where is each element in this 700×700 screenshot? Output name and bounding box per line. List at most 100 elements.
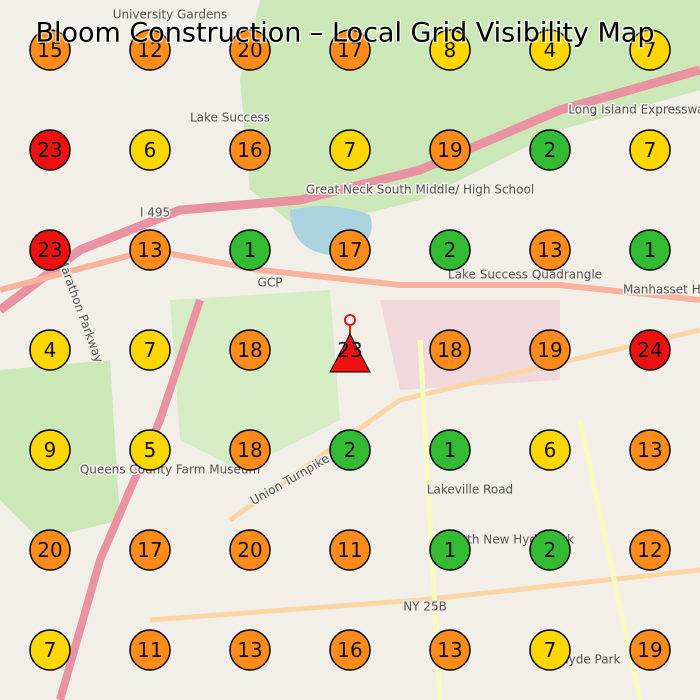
grid-value: 13: [637, 438, 662, 462]
grid-value: 6: [544, 438, 557, 462]
grid-marker: [629, 229, 671, 271]
grid-value: 7: [644, 138, 657, 162]
grid-value: 7: [344, 138, 357, 162]
grid-value: 9: [44, 438, 57, 462]
grid-marker: [29, 329, 71, 371]
grid-marker: [629, 329, 671, 371]
grid-marker: [329, 229, 371, 271]
grid-marker: [229, 129, 271, 171]
grid-marker: [129, 29, 171, 71]
grid-marker: [29, 229, 71, 271]
map-label: I 495: [140, 206, 170, 220]
map-label: Queens County Farm Museum: [80, 463, 260, 477]
grid-marker: [229, 529, 271, 571]
grid-value: 2: [544, 538, 557, 562]
grid-marker: [29, 529, 71, 571]
grid-value: 7: [644, 38, 657, 62]
map-label: Great Neck South Middle/ High School: [306, 183, 534, 197]
grid-value: 2: [444, 238, 457, 262]
grid-marker: [529, 529, 571, 571]
grid-value: 15: [37, 38, 62, 62]
grid-value: 6: [144, 138, 157, 162]
grid-marker: [129, 329, 171, 371]
road: [149, 567, 700, 623]
grid-marker: [329, 629, 371, 671]
grid-value: 23: [37, 238, 62, 262]
map-label: Manhasset Hills: [623, 283, 700, 297]
grid-value: 17: [337, 238, 362, 262]
grid-marker: [29, 429, 71, 471]
grid-value: 16: [337, 638, 362, 662]
grid-marker: [529, 429, 571, 471]
map-label: Lakeville Road: [427, 483, 513, 497]
grid-value: 20: [237, 538, 262, 562]
grid-marker: [529, 329, 571, 371]
grid-marker: [529, 629, 571, 671]
map-label: Long Island Expressway: [568, 103, 700, 117]
grid-value: 19: [537, 338, 562, 362]
map-label: Lake Success: [190, 111, 270, 125]
grid-value: 17: [137, 538, 162, 562]
grid-marker: [129, 629, 171, 671]
grid-value: 4: [44, 338, 57, 362]
grid-value: 2: [544, 138, 557, 162]
grid-value: 4: [544, 38, 557, 62]
park: [170, 290, 340, 470]
site-value: 23: [337, 338, 362, 362]
grid-marker: [629, 129, 671, 171]
grid-marker: [329, 29, 371, 71]
grid-marker: [29, 629, 71, 671]
grid-value: 12: [137, 38, 162, 62]
map-label: Lake Success Quadrangle: [448, 268, 602, 282]
grid-marker: [629, 529, 671, 571]
grid-value: 7: [544, 638, 557, 662]
grid-marker: [629, 29, 671, 71]
grid-value: 16: [237, 138, 262, 162]
grid-marker: [229, 629, 271, 671]
parkway: [0, 246, 700, 303]
grid-value: 19: [637, 638, 662, 662]
grid-marker: [329, 129, 371, 171]
grid-marker: [29, 129, 71, 171]
grid-marker: [229, 329, 271, 371]
grid-value: 1: [244, 238, 257, 262]
grid-value: 18: [237, 438, 262, 462]
map-label: NY 25B: [403, 600, 447, 614]
grid-marker: [129, 529, 171, 571]
grid-value: 18: [437, 338, 462, 362]
map-label: Hyde Park: [560, 653, 621, 667]
grid-marker: [29, 29, 71, 71]
grid-marker: [529, 229, 571, 271]
grid-marker: [229, 29, 271, 71]
grid-marker: [629, 429, 671, 471]
grid-value: 13: [237, 638, 262, 662]
grid-value: 13: [537, 238, 562, 262]
grid-value: 1: [444, 538, 457, 562]
grid-marker: [529, 129, 571, 171]
highway: [0, 65, 700, 314]
grid-marker: [429, 529, 471, 571]
highway: [56, 298, 204, 700]
grid-marker: [129, 229, 171, 271]
grid-value: 8: [444, 38, 457, 62]
map-label: GCP: [258, 276, 283, 290]
grid-value: 1: [644, 238, 657, 262]
grid-marker: [129, 129, 171, 171]
grid-value: 23: [37, 138, 62, 162]
grid-marker: [229, 229, 271, 271]
site-marker: [329, 332, 371, 373]
grid-marker: [429, 29, 471, 71]
grid-marker: [429, 329, 471, 371]
grid-value: 7: [144, 338, 157, 362]
grid-value: 2: [344, 438, 357, 462]
grid-value: 5: [144, 438, 157, 462]
grid-value: 19: [437, 138, 462, 162]
grid-value: 7: [44, 638, 57, 662]
grid-value: 13: [437, 638, 462, 662]
grid-marker: [629, 629, 671, 671]
grid-marker: [429, 629, 471, 671]
grid-value: 20: [237, 38, 262, 62]
grid-value: 24: [637, 338, 662, 362]
grid-value: 17: [337, 38, 362, 62]
